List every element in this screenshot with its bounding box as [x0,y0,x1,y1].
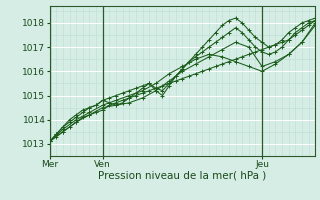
X-axis label: Pression niveau de la mer( hPa ): Pression niveau de la mer( hPa ) [98,171,267,181]
